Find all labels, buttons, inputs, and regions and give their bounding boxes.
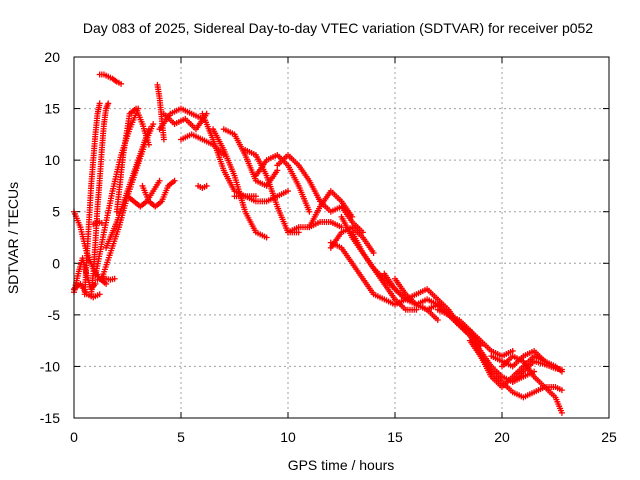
series-sat-ad (327, 224, 377, 256)
data-point (434, 317, 441, 324)
data-point (171, 177, 178, 184)
data-point (285, 188, 291, 195)
series-sat-j (90, 219, 105, 228)
x-tick-label: 25 (601, 429, 617, 445)
x-axis-label: GPS time / hours (288, 457, 395, 473)
data-point (413, 306, 420, 313)
x-tick-label: 15 (387, 429, 403, 445)
chart-title: Day 083 of 2025, Sidereal Day-to-day VTE… (83, 20, 593, 36)
y-tick-label: 10 (44, 152, 60, 168)
series-sat-i (94, 274, 118, 283)
data-point (295, 229, 302, 236)
x-tick-label: 10 (280, 429, 296, 445)
data-point (92, 280, 99, 287)
data-marks (71, 71, 565, 416)
data-point (338, 224, 345, 231)
data-point (105, 100, 112, 107)
series-sat-d (81, 100, 103, 298)
data-point (203, 182, 210, 189)
tick-labels: 0 5 10 15 20 25 -15 -10 -5 0 5 10 15 20 (40, 49, 617, 445)
data-point (370, 249, 377, 256)
y-tick-label: 15 (44, 101, 60, 117)
y-tick-label: -5 (48, 307, 61, 323)
series-sat-f (96, 71, 125, 87)
series-sat-o (154, 81, 167, 143)
data-point (156, 177, 163, 184)
series-sat-ac (317, 198, 366, 236)
data-point (160, 136, 167, 143)
x-tick-label: 0 (70, 429, 78, 445)
x-tick-label: 5 (177, 429, 185, 445)
series-sat-t (199, 110, 259, 200)
data-point (558, 409, 565, 416)
y-tick-label: 20 (44, 49, 60, 65)
series-sat-ae (327, 239, 409, 308)
data-point (252, 193, 259, 200)
x-tick-label: 20 (494, 429, 510, 445)
data-point (509, 347, 516, 354)
series-sat-w (231, 188, 291, 205)
grid (73, 56, 610, 419)
series-sat-s (195, 182, 210, 191)
data-point (96, 100, 103, 107)
data-point (150, 121, 157, 128)
series-sat-ab (306, 188, 356, 231)
y-tick-label: 5 (52, 204, 60, 220)
data-point (274, 167, 281, 174)
data-point (118, 80, 125, 87)
data-point (145, 141, 152, 148)
plot-frame (73, 56, 610, 419)
y-axis-label: SDTVAR / TECUs (5, 182, 21, 294)
y-tick-label: -15 (40, 410, 60, 426)
data-point (111, 275, 118, 282)
series-sat-l (113, 105, 152, 215)
data-point (558, 387, 565, 394)
y-tick-label: -10 (40, 358, 60, 374)
series-sat-ao (488, 347, 565, 375)
data-point (98, 220, 105, 227)
series-sat-ah (381, 270, 463, 329)
data-point (306, 208, 313, 215)
series-sat-m (124, 177, 163, 210)
series-sat-aq (509, 358, 565, 385)
data-point (96, 291, 103, 298)
data-point (263, 234, 270, 241)
data-point (103, 280, 110, 287)
series-sat-r (178, 131, 227, 158)
y-tick-label: 0 (52, 255, 60, 271)
series-sat-n (139, 177, 178, 210)
data-point (359, 229, 366, 236)
data-point (558, 366, 565, 373)
